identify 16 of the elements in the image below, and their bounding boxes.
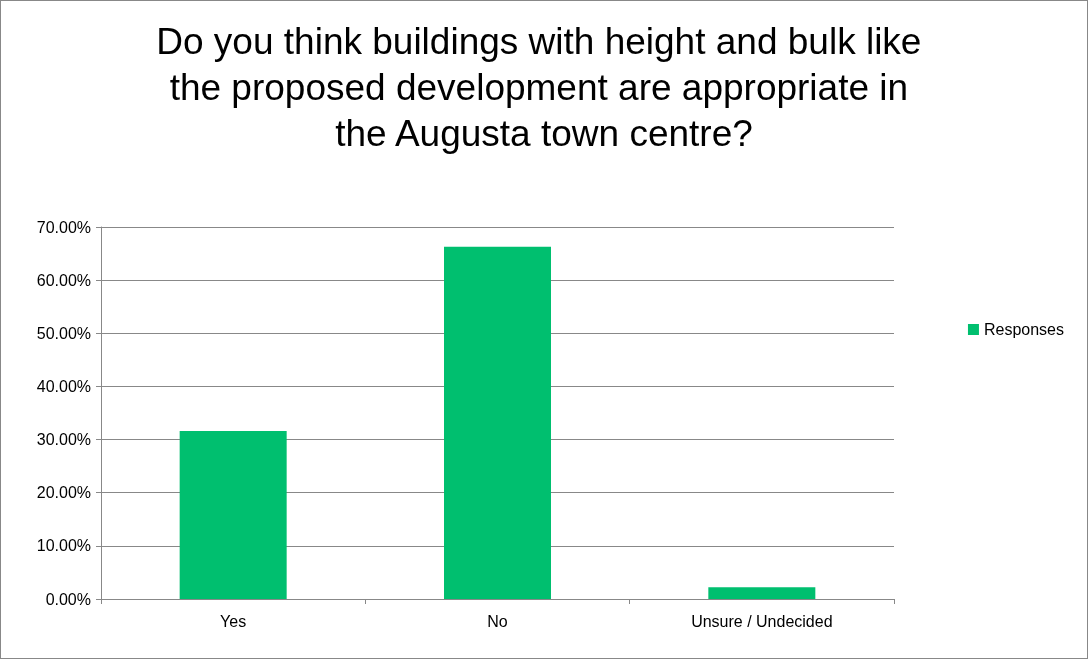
y-tick-label: 50.00% (36, 324, 91, 342)
y-tick-label: 20.00% (36, 484, 91, 502)
x-tick-label: No (487, 612, 508, 630)
y-tick-label: 10.00% (36, 537, 91, 555)
bar (179, 431, 287, 599)
x-tick-label: Yes (220, 612, 247, 630)
x-tick-label: Unsure / Undecided (691, 612, 833, 630)
bar (708, 587, 816, 599)
y-tick-label: 40.00% (36, 377, 91, 395)
y-tick-label: 30.00% (36, 431, 91, 449)
chart-title: Do you think buildings with height and bulk like the proposed development are appropriate in the Augusta town centre? (156, 20, 932, 154)
y-tick-label: 0.00% (45, 590, 91, 608)
legend-label: Responses (983, 321, 1064, 338)
bar (444, 246, 551, 599)
y-tick-label: 60.00% (36, 271, 91, 289)
y-tick-label: 70.00% (36, 218, 91, 236)
